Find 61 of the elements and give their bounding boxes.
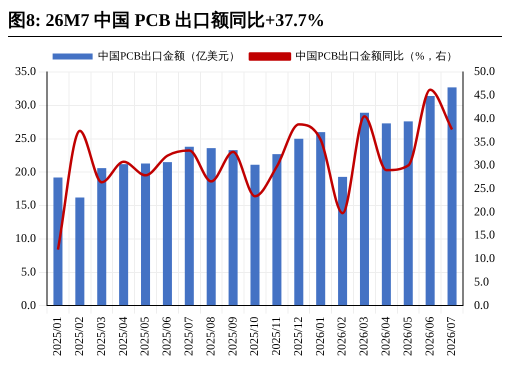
y2-tick-label: 35.0 (474, 134, 495, 148)
x-tick-label: 2026/02 (334, 316, 349, 356)
chart-title: 图8: 26M7 中国 PCB 出口额同比+37.7% (8, 8, 502, 37)
y2-tick-label: 50.0 (474, 64, 495, 78)
x-tick-label: 2025/07 (181, 316, 196, 356)
bar (272, 154, 282, 306)
y2-tick-label: 30.0 (474, 158, 495, 172)
y-tick-label: 35.0 (15, 64, 36, 78)
bar (316, 132, 326, 306)
x-tick-label: 2025/12 (290, 316, 305, 356)
bar (338, 176, 348, 306)
y2-tick-label: 25.0 (474, 180, 495, 195)
bar (448, 87, 457, 306)
y2-tick-label: 45.0 (474, 88, 495, 102)
bar (97, 168, 106, 306)
bar (75, 198, 84, 306)
y-tick-label: 0.0 (21, 298, 36, 312)
x-tick-label: 2026/06 (422, 316, 436, 356)
y-tick-label: 30.0 (15, 98, 36, 112)
bar (250, 164, 260, 306)
y2-tick-label: 15.0 (474, 228, 495, 242)
y2-tick-label: 40.0 (474, 110, 495, 125)
x-tick-label: 2026/01 (312, 316, 327, 356)
bar (382, 123, 391, 306)
legend-label: 中国PCB出口金额（亿美元） (98, 49, 240, 62)
x-tick-label: 2025/09 (225, 316, 240, 356)
x-tick-label: 2025/08 (203, 316, 218, 356)
x-tick-label: 2026/03 (356, 316, 371, 356)
x-tick-label: 2025/04 (116, 316, 130, 356)
y-tick-label: 10.0 (15, 231, 36, 246)
bar (360, 112, 369, 306)
x-tick-label: 2025/03 (94, 316, 108, 356)
y2-tick-label: 5.0 (474, 274, 489, 288)
bar (53, 177, 62, 306)
x-tick-label: 2025/05 (138, 316, 152, 356)
bar (162, 162, 172, 306)
bar (404, 121, 413, 306)
bar (141, 163, 150, 306)
bar (184, 146, 194, 306)
bar (294, 138, 304, 306)
y-tick-label: 25.0 (15, 130, 36, 145)
legend-label: 中国PCB出口金额同比（%，右） (295, 49, 458, 62)
x-tick-label: 2025/02 (72, 316, 86, 356)
bar (228, 150, 238, 306)
y-tick-label: 15.0 (15, 198, 36, 212)
x-tick-label: 2025/10 (247, 316, 262, 356)
y-tick-label: 20.0 (15, 164, 36, 178)
line-series (56, 88, 454, 251)
x-tick-label: 2025/01 (50, 316, 64, 356)
x-tick-label: 2026/04 (378, 316, 393, 356)
y2-tick-label: 0.0 (474, 298, 489, 312)
bar (426, 96, 435, 306)
bar (206, 148, 216, 306)
bar (119, 164, 128, 306)
x-tick-label: 2025/06 (160, 316, 174, 356)
x-tick-label: 2026/07 (444, 316, 458, 356)
y2-tick-label: 10.0 (474, 251, 495, 266)
y2-tick-label: 20.0 (474, 204, 495, 218)
y-tick-label: 5.0 (21, 264, 36, 278)
x-tick-label: 2026/05 (400, 316, 414, 356)
x-tick-label: 2025/11 (269, 316, 284, 356)
